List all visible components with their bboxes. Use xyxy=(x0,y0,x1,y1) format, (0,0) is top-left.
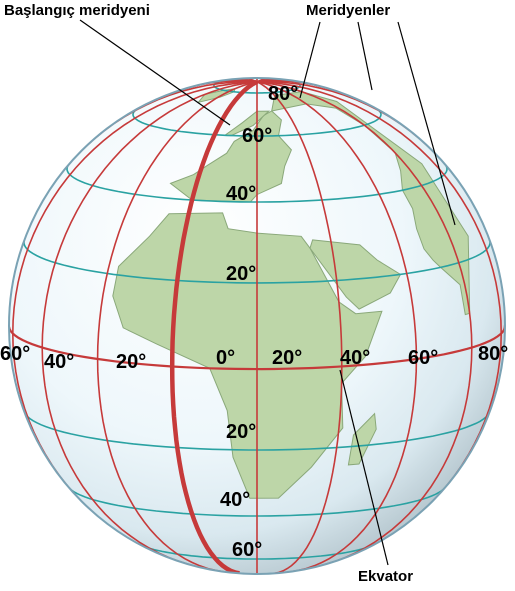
degree-label: 40° xyxy=(44,351,74,373)
label-meridians: Meridyenler xyxy=(306,2,390,19)
degree-label: 20° xyxy=(226,421,256,443)
label-prime-meridian: Başlangıç meridyeni xyxy=(4,2,150,19)
degree-label: 60° xyxy=(232,539,262,561)
degree-label: 60° xyxy=(242,125,272,147)
degree-label: 40° xyxy=(340,347,370,369)
degree-label: 20° xyxy=(226,263,256,285)
label-equator: Ekvator xyxy=(358,568,413,585)
leader-meridian xyxy=(358,22,372,90)
degree-label: 60° xyxy=(0,343,30,365)
degree-label: 60° xyxy=(408,347,438,369)
globe-diagram: 80° 60° 40° 20° 0° 20° 40° 60° 80° 20° 40° 60° 60° 40… xyxy=(0,0,515,591)
degree-label: 80° xyxy=(268,83,298,105)
degree-label: 40° xyxy=(220,489,250,511)
degree-label: 20° xyxy=(272,347,302,369)
degree-label: 80° xyxy=(478,343,508,365)
degree-label: 40° xyxy=(226,183,256,205)
degree-label: 0° xyxy=(216,347,235,369)
degree-label: 20° xyxy=(116,351,146,373)
